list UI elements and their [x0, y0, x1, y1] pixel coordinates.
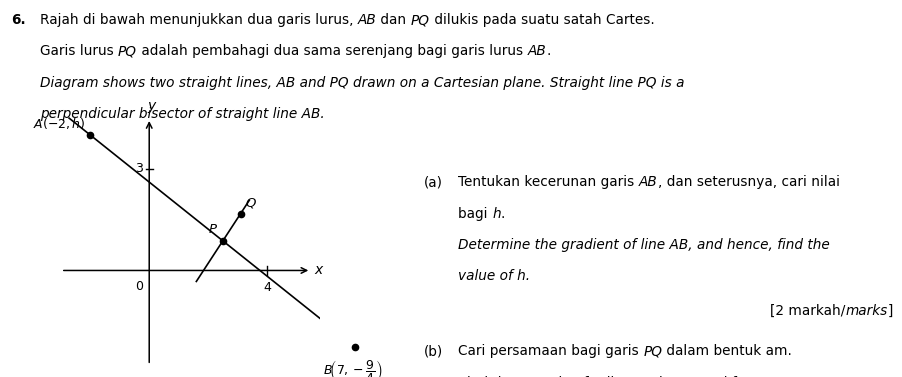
Text: ]: ]: [888, 303, 893, 317]
Text: $B\!\left(7,-\dfrac{9}{4}\right)$: $B\!\left(7,-\dfrac{9}{4}\right)$: [323, 359, 382, 377]
Text: $y$: $y$: [147, 100, 158, 115]
Text: dilukis pada suatu satah Cartes.: dilukis pada suatu satah Cartes.: [430, 13, 655, 27]
Text: AB: AB: [528, 44, 546, 58]
Text: h: h: [492, 207, 501, 221]
Text: Diagram shows two straight lines, AB and PQ drawn on a Cartesian plane. Straight: Diagram shows two straight lines, AB and…: [40, 76, 685, 90]
Text: (a): (a): [424, 175, 443, 189]
Text: $A(-2, h)$: $A(-2, h)$: [33, 116, 86, 131]
Text: [2 markah/: [2 markah/: [770, 303, 845, 317]
Text: AB: AB: [357, 13, 376, 27]
Text: Cari persamaan bagi garis: Cari persamaan bagi garis: [458, 344, 643, 358]
Text: PQ: PQ: [410, 13, 430, 27]
Text: PQ: PQ: [118, 44, 137, 58]
Text: Determine the gradient of line AB, and hence, find the: Determine the gradient of line AB, and h…: [458, 238, 830, 252]
Text: $P$: $P$: [207, 223, 217, 236]
Text: , dan seterusnya, cari nilai: , dan seterusnya, cari nilai: [658, 175, 840, 189]
Text: dan: dan: [376, 13, 410, 27]
Text: Find the equation for line PQ in general form.: Find the equation for line PQ in general…: [458, 375, 768, 377]
Text: $x$: $x$: [314, 264, 325, 277]
Text: perpendicular bisector of straight line AB.: perpendicular bisector of straight line …: [40, 107, 325, 121]
Text: (b): (b): [424, 344, 443, 358]
Text: Tentukan kecerunan garis: Tentukan kecerunan garis: [458, 175, 639, 189]
Text: Rajah di bawah menunjukkan dua garis lurus,: Rajah di bawah menunjukkan dua garis lur…: [40, 13, 357, 27]
Text: adalah pembahagi dua sama serenjang bagi garis lurus: adalah pembahagi dua sama serenjang bagi…: [137, 44, 528, 58]
Text: PQ: PQ: [643, 344, 662, 358]
Text: 3: 3: [135, 162, 143, 175]
Text: Garis lurus: Garis lurus: [40, 44, 118, 58]
Text: value of h.: value of h.: [458, 269, 530, 283]
Text: 6.: 6.: [11, 13, 25, 27]
Text: .: .: [546, 44, 550, 58]
Text: bagi: bagi: [458, 207, 492, 221]
Text: AB: AB: [639, 175, 658, 189]
Text: 0: 0: [134, 280, 143, 293]
Text: dalam bentuk am.: dalam bentuk am.: [662, 344, 792, 358]
Text: $Q$: $Q$: [245, 196, 257, 210]
Text: .: .: [501, 207, 505, 221]
Text: marks: marks: [845, 303, 888, 317]
Text: 4: 4: [263, 281, 271, 294]
